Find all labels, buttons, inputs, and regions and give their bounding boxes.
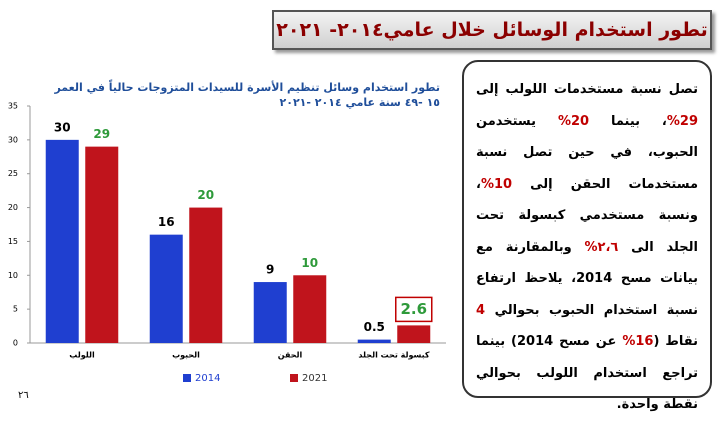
legend-swatch (183, 374, 191, 382)
bar (149, 234, 183, 343)
page-number: ٢٦ (18, 390, 29, 401)
bar (357, 339, 391, 343)
text-segment: ، بينما (589, 113, 667, 129)
y-tick-label: 35 (8, 102, 18, 111)
x-tick-label: الحبوب (172, 351, 200, 360)
data-label: 16 (158, 215, 175, 229)
data-label: 0.5 (364, 320, 385, 334)
chart: 0 5 10 15 20 25 30 35 اللولب 30 29 الحبوب 16 20 الحقن 9… (8, 102, 446, 384)
bar (397, 325, 431, 343)
legend-swatch (290, 374, 298, 382)
data-label: 29 (93, 127, 110, 141)
text-segment: ٢،٦% (584, 239, 619, 255)
data-label: 9 (266, 263, 274, 277)
y-tick-label: 30 (8, 135, 18, 144)
y-tick-label: 0 (13, 339, 18, 348)
text-box: تصل نسبة مستخدمات اللولب إلى 29%، بينما … (462, 60, 712, 412)
text-segment: تصل نسبة مستخدمات اللولب إلى (476, 82, 698, 97)
x-tick-label: الحقن (278, 351, 303, 360)
text-segment: عن مسح 2014) بينما تراجع استخدام اللولب … (476, 334, 698, 412)
data-label: 30 (54, 120, 71, 134)
text-segment: يستخدمن الحبوب، في حين تصل نسبة مستخدمات… (476, 113, 698, 192)
bar (85, 146, 119, 343)
bar (45, 139, 79, 343)
slide-title: تطور استخدام الوسائل خلال عامي٢٠١٤- ٢٠٢١ (272, 10, 712, 50)
bar (293, 275, 327, 343)
y-tick-label: 5 (13, 305, 18, 314)
y-tick-label: 15 (8, 237, 18, 246)
x-tick-label: اللولب (69, 351, 95, 360)
text-segment: ، ونسبة مستخدمي كبسولة تحت الجلد الى (476, 176, 698, 255)
text-segment: 10% (480, 176, 513, 192)
x-tick-label: كبسولة تحت الجلد (358, 351, 429, 360)
y-tick-label: 20 (8, 203, 18, 212)
y-tick-label: 10 (8, 271, 18, 280)
legend-label: 2021 (302, 373, 327, 384)
text-segment: 20% (557, 113, 590, 129)
label-box (395, 296, 433, 323)
y-tick-label: 25 (8, 169, 18, 178)
text-segment: 16% (622, 334, 654, 349)
data-label: 20 (197, 188, 214, 202)
bar (189, 207, 223, 343)
chart-title: تطور استخدام وسائل تنظيم الأسرة للسيدات … (54, 81, 440, 109)
text-segment: 29% (666, 113, 698, 129)
text-segment: وبالمقارنة مع بيانات مسح 2014، يلاحظ ارت… (476, 239, 698, 318)
bar (253, 282, 287, 343)
legend-label: 2014 (195, 373, 220, 384)
text-segment: نقاط ( (653, 334, 699, 349)
data-label: 2.6 (400, 300, 427, 318)
data-label: 10 (301, 256, 318, 270)
text-segment: 4 (476, 302, 486, 318)
